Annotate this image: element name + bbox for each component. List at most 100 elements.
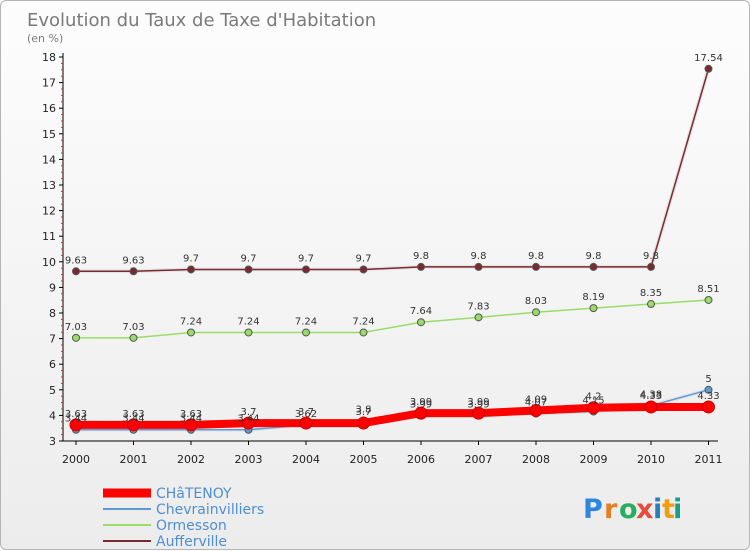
x-tick-label: 2008 bbox=[522, 453, 550, 466]
data-label: 9.7 bbox=[241, 253, 257, 264]
series-chtenoy bbox=[69, 400, 715, 432]
x-axis-ticks: 2000 2001 2002 2003 2004 2005 2006 2007 2008 2009… bbox=[62, 441, 723, 466]
data-label: 7.24 bbox=[352, 316, 374, 327]
data-point bbox=[187, 328, 195, 337]
data-point bbox=[704, 64, 713, 73]
y-tick-label: 7 bbox=[49, 333, 56, 346]
data-point bbox=[72, 333, 80, 342]
data-label: 3.44 bbox=[237, 414, 259, 425]
data-point bbox=[244, 265, 253, 274]
data-label: 3.7 bbox=[356, 407, 372, 418]
data-label: 3.63 bbox=[180, 409, 202, 420]
y-tick-label: 8 bbox=[49, 307, 56, 320]
data-point bbox=[589, 262, 598, 271]
x-tick-label: 2003 bbox=[235, 453, 263, 466]
data-label: 5 bbox=[705, 374, 711, 385]
data-label: 3.8 bbox=[356, 405, 372, 416]
y-tick-label: 3 bbox=[49, 435, 56, 448]
x-tick-label: 2007 bbox=[465, 453, 493, 466]
y-tick-label: 16 bbox=[42, 102, 56, 115]
data-point bbox=[647, 300, 655, 309]
x-tick-label: 2011 bbox=[695, 453, 723, 466]
data-point bbox=[532, 262, 540, 271]
y-tick-label: 4 bbox=[49, 409, 56, 422]
data-label: 4.15 bbox=[582, 396, 604, 407]
data-label: 9.8 bbox=[643, 251, 659, 262]
data-label: 3.7 bbox=[298, 407, 314, 418]
data-point bbox=[129, 333, 138, 342]
legend-label: Chevrainvilliers bbox=[156, 502, 264, 518]
series-line-halo bbox=[76, 68, 711, 274]
data-label: 7.83 bbox=[467, 301, 489, 312]
series-line bbox=[76, 299, 709, 339]
data-label: 4.09 bbox=[525, 395, 547, 406]
brand-letter: o bbox=[619, 494, 638, 525]
data-point bbox=[474, 313, 483, 322]
data-label: 3.99 bbox=[467, 397, 489, 408]
data-point bbox=[417, 318, 425, 327]
x-tick-label: 2001 bbox=[120, 453, 148, 466]
brand-letter: i bbox=[653, 494, 662, 525]
legend-label: Aufferville bbox=[156, 534, 227, 550]
data-point bbox=[242, 416, 255, 430]
y-tick-label: 6 bbox=[49, 358, 56, 371]
data-point bbox=[587, 401, 600, 415]
data-point bbox=[244, 328, 253, 337]
data-label: 17.54 bbox=[694, 53, 723, 64]
data-point bbox=[302, 265, 310, 274]
data-point bbox=[184, 418, 198, 432]
data-point bbox=[644, 400, 658, 414]
y-tick-label: 10 bbox=[42, 256, 56, 269]
data-label: 9.7 bbox=[183, 253, 199, 264]
data-label: 8.51 bbox=[697, 284, 719, 295]
brand-letter: r bbox=[604, 494, 618, 525]
brand-letter: P bbox=[583, 494, 603, 525]
data-point bbox=[187, 265, 195, 274]
data-label: 3.44 bbox=[180, 414, 202, 425]
data-point bbox=[129, 267, 138, 276]
data-label: 7.24 bbox=[295, 316, 317, 327]
data-label: 4.2 bbox=[586, 392, 602, 403]
data-label: 7.24 bbox=[180, 316, 202, 327]
data-label: 4.38 bbox=[640, 390, 662, 401]
y-tick-label: 9 bbox=[49, 281, 56, 294]
data-label: 3.44 bbox=[65, 414, 87, 425]
x-tick-label: 2002 bbox=[177, 453, 205, 466]
data-point bbox=[359, 328, 368, 337]
data-label: 7.64 bbox=[410, 306, 432, 317]
data-label: 9.63 bbox=[122, 255, 144, 266]
data-label: 3.99 bbox=[467, 400, 489, 411]
x-tick-label: 2006 bbox=[407, 453, 435, 466]
data-point bbox=[299, 416, 313, 430]
series-line bbox=[76, 402, 709, 429]
data-point bbox=[414, 406, 428, 420]
data-label: 3.99 bbox=[410, 397, 432, 408]
data-point bbox=[704, 295, 713, 304]
data-point bbox=[474, 262, 483, 271]
x-tick-label: 2004 bbox=[292, 453, 320, 466]
x-tick-label: 2010 bbox=[637, 453, 665, 466]
data-label: 3.62 bbox=[295, 409, 317, 420]
data-label: 8.03 bbox=[525, 296, 547, 307]
y-tick-label: 17 bbox=[42, 77, 56, 90]
data-label: 4.33 bbox=[640, 391, 662, 402]
chart-subtitle: (en %) bbox=[27, 32, 63, 45]
y-tick-label: 15 bbox=[42, 128, 56, 141]
x-tick-label: 2000 bbox=[62, 453, 90, 466]
brand-letter: t bbox=[662, 494, 675, 525]
legend-label: CHâTENOY bbox=[156, 486, 232, 502]
data-label: 9.7 bbox=[298, 253, 314, 264]
chart-title: Evolution du Taux de Taxe d'Habitation bbox=[27, 10, 376, 31]
data-label: 9.8 bbox=[413, 251, 429, 262]
y-tick-label: 5 bbox=[49, 384, 56, 397]
series-line bbox=[76, 68, 710, 273]
brand-letter: i bbox=[673, 494, 682, 525]
y-tick-label: 13 bbox=[42, 179, 56, 192]
data-label: 9.8 bbox=[528, 251, 544, 262]
y-tick-label: 14 bbox=[42, 153, 56, 166]
data-label: 9.7 bbox=[356, 253, 372, 264]
data-point bbox=[472, 406, 485, 420]
y-axis-ticks: 3 4 5 6 7 8 9 10 11 12 13 14 15 16 17 18 bbox=[42, 51, 63, 448]
